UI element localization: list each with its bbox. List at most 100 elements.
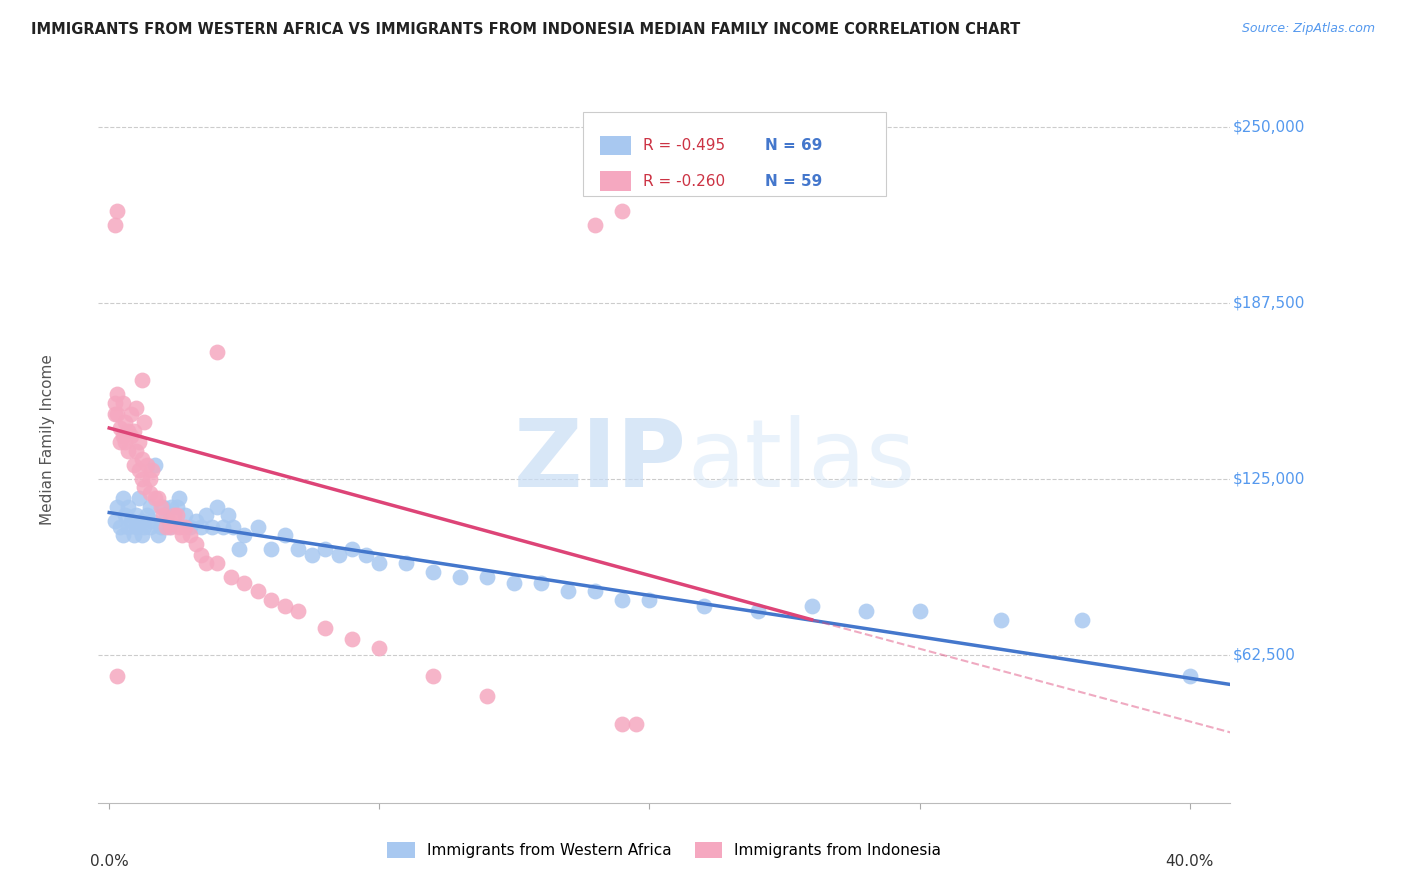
- Point: [139, 500, 162, 514]
- Point: [160, 519, 183, 533]
- Point: [134, 416, 156, 430]
- Point: [314, 621, 336, 635]
- Point: [855, 604, 877, 618]
- Point: [612, 204, 634, 219]
- Point: [449, 570, 471, 584]
- Text: ZIP: ZIP: [515, 415, 688, 508]
- Point: [143, 491, 166, 506]
- Point: [477, 689, 499, 703]
- Point: [172, 528, 194, 542]
- Point: [111, 395, 134, 409]
- Point: [211, 519, 233, 533]
- Point: [111, 528, 134, 542]
- Point: [125, 508, 148, 523]
- Point: [125, 401, 148, 416]
- Point: [624, 717, 647, 731]
- Point: [104, 218, 127, 232]
- Point: [105, 387, 128, 401]
- Point: [179, 528, 201, 542]
- Point: [122, 458, 145, 472]
- Point: [111, 429, 134, 443]
- Point: [152, 500, 174, 514]
- Point: [128, 463, 150, 477]
- Point: [342, 542, 364, 557]
- Point: [108, 519, 131, 533]
- Point: [173, 519, 195, 533]
- Point: [134, 519, 156, 533]
- Point: [128, 491, 150, 506]
- Point: [184, 536, 207, 550]
- Point: [117, 424, 139, 438]
- Point: [122, 424, 145, 438]
- Point: [125, 443, 148, 458]
- Point: [503, 576, 526, 591]
- Point: [105, 407, 128, 421]
- Point: [692, 599, 714, 613]
- Text: R = -0.495: R = -0.495: [643, 138, 724, 153]
- Text: $125,000: $125,000: [1233, 471, 1305, 486]
- Point: [219, 570, 242, 584]
- Point: [136, 458, 159, 472]
- Point: [114, 435, 136, 450]
- Point: [131, 373, 153, 387]
- Point: [125, 519, 148, 533]
- Point: [104, 395, 127, 409]
- Point: [139, 486, 162, 500]
- Point: [222, 519, 245, 533]
- Point: [228, 542, 250, 557]
- Text: N = 69: N = 69: [765, 138, 823, 153]
- Point: [149, 500, 172, 514]
- Point: [114, 416, 136, 430]
- Point: [395, 556, 418, 570]
- Point: [160, 500, 183, 514]
- Point: [136, 508, 159, 523]
- Point: [422, 565, 444, 579]
- Point: [131, 514, 153, 528]
- Point: [155, 508, 177, 523]
- Point: [207, 345, 229, 359]
- Point: [557, 584, 579, 599]
- Point: [152, 508, 174, 523]
- Point: [117, 500, 139, 514]
- Text: N = 59: N = 59: [765, 174, 823, 188]
- Point: [233, 528, 256, 542]
- Point: [139, 472, 162, 486]
- Point: [246, 519, 269, 533]
- Point: [585, 584, 607, 599]
- Point: [141, 514, 163, 528]
- Point: [157, 514, 180, 528]
- Point: [287, 604, 309, 618]
- Point: [368, 640, 391, 655]
- Point: [169, 519, 191, 533]
- Point: [195, 556, 218, 570]
- Point: [105, 669, 128, 683]
- Text: $187,500: $187,500: [1233, 295, 1305, 310]
- Point: [169, 491, 191, 506]
- Text: IMMIGRANTS FROM WESTERN AFRICA VS IMMIGRANTS FROM INDONESIA MEDIAN FAMILY INCOME: IMMIGRANTS FROM WESTERN AFRICA VS IMMIGR…: [31, 22, 1021, 37]
- Point: [166, 500, 188, 514]
- Point: [146, 528, 169, 542]
- Point: [314, 542, 336, 557]
- Point: [190, 519, 212, 533]
- Point: [1070, 613, 1092, 627]
- Point: [368, 556, 391, 570]
- Text: Median Family Income: Median Family Income: [39, 354, 55, 524]
- Point: [274, 599, 297, 613]
- Point: [638, 593, 661, 607]
- Point: [122, 528, 145, 542]
- Point: [117, 443, 139, 458]
- Point: [108, 435, 131, 450]
- Point: [149, 519, 172, 533]
- Point: [612, 717, 634, 731]
- Point: [201, 519, 224, 533]
- Point: [217, 508, 239, 523]
- Point: [207, 500, 229, 514]
- Point: [328, 548, 350, 562]
- Point: [134, 480, 156, 494]
- Text: atlas: atlas: [688, 415, 915, 508]
- Point: [585, 218, 607, 232]
- Point: [342, 632, 364, 647]
- Point: [146, 491, 169, 506]
- Point: [128, 435, 150, 450]
- Point: [105, 204, 128, 219]
